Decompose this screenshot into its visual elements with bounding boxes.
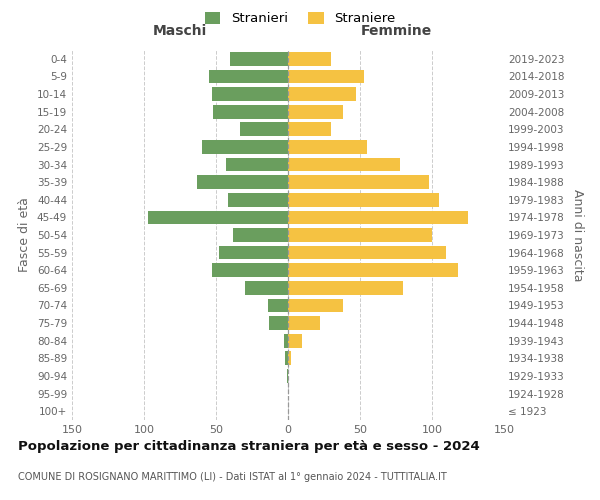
Bar xyxy=(230,52,288,66)
Text: COMUNE DI ROSIGNANO MARITTIMO (LI) - Dati ISTAT al 1° gennaio 2024 - TUTTITALIA.: COMUNE DI ROSIGNANO MARITTIMO (LI) - Dat… xyxy=(18,472,447,482)
Bar xyxy=(284,334,288,347)
Bar xyxy=(212,264,288,277)
Bar xyxy=(219,246,288,260)
Bar xyxy=(288,193,439,206)
Text: Popolazione per cittadinanza straniera per età e sesso - 2024: Popolazione per cittadinanza straniera p… xyxy=(18,440,480,453)
Bar xyxy=(197,176,288,189)
Bar xyxy=(202,140,288,154)
Bar xyxy=(285,352,288,365)
Bar xyxy=(288,140,367,154)
Bar xyxy=(269,316,288,330)
Bar xyxy=(288,105,343,118)
Bar xyxy=(288,264,458,277)
Bar xyxy=(288,52,331,66)
Text: Maschi: Maschi xyxy=(153,24,207,38)
Bar xyxy=(288,158,400,172)
Bar xyxy=(288,210,468,224)
Bar xyxy=(233,228,288,242)
Bar xyxy=(213,105,288,118)
Bar xyxy=(288,334,302,347)
Bar xyxy=(288,352,291,365)
Bar xyxy=(288,281,403,294)
Bar xyxy=(148,210,288,224)
Bar xyxy=(288,87,356,101)
Bar xyxy=(288,70,364,84)
Bar xyxy=(288,246,446,260)
Bar xyxy=(212,87,288,101)
Bar xyxy=(209,70,288,84)
Bar xyxy=(287,369,288,383)
Bar xyxy=(241,122,288,136)
Y-axis label: Anni di nascita: Anni di nascita xyxy=(571,188,584,281)
Y-axis label: Fasce di età: Fasce di età xyxy=(19,198,31,272)
Bar xyxy=(268,298,288,312)
Text: Femmine: Femmine xyxy=(361,24,431,38)
Bar xyxy=(288,228,432,242)
Bar xyxy=(227,193,288,206)
Bar xyxy=(288,122,331,136)
Bar xyxy=(288,316,320,330)
Legend: Stranieri, Straniere: Stranieri, Straniere xyxy=(199,6,401,30)
Bar xyxy=(226,158,288,172)
Bar xyxy=(288,176,429,189)
Bar xyxy=(288,298,343,312)
Bar xyxy=(245,281,288,294)
